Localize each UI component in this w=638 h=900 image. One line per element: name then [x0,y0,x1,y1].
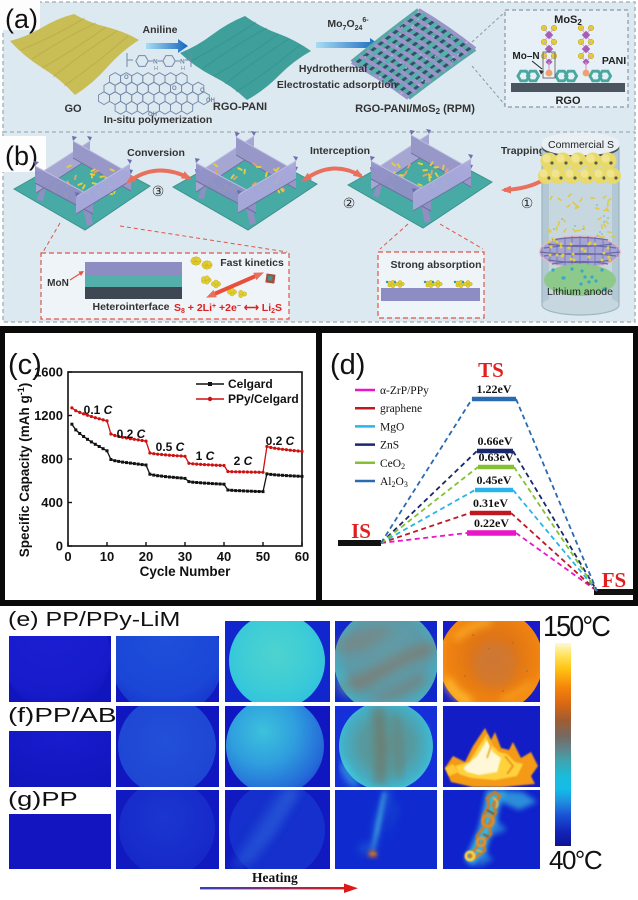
svg-text:③: ③ [152,183,165,199]
svg-text:H: H [181,66,185,72]
svg-text:RGO-PANI: RGO-PANI [213,101,267,113]
svg-text:MgO: MgO [380,421,404,433]
svg-text:1.22eV: 1.22eV [477,382,512,396]
svg-text:Commercial S: Commercial S [548,139,614,151]
svg-text:(a): (a) [5,4,38,34]
svg-text:OH: OH [206,98,215,104]
svg-text:(d): (d) [330,349,365,381]
svg-text:0: 0 [64,549,71,564]
svg-text:Interception: Interception [310,145,370,157]
svg-text:Cycle Number: Cycle Number [140,564,232,579]
svg-text:Hydrothermal: Hydrothermal [299,63,367,75]
svg-text:MoS2: MoS2 [554,14,582,27]
svg-text:PPy/Celgard: PPy/Celgard [228,392,299,406]
svg-text:2 C: 2 C [234,454,253,468]
svg-text:0.5 C: 0.5 C [156,440,185,454]
svg-text:graphene: graphene [380,403,422,415]
svg-text:0.63eV: 0.63eV [479,450,514,464]
svg-text:40: 40 [217,549,231,564]
svg-text:0.22eV: 0.22eV [474,516,509,530]
svg-text:0.2 C: 0.2 C [266,434,295,448]
svg-text:Al2O3: Al2O3 [380,476,408,489]
svg-text:Strong absorption: Strong absorption [391,259,482,271]
svg-text:60: 60 [295,549,309,564]
svg-text:S8 + 2Li+ +2e− ⟷ Li2S: S8 + 2Li+ +2e− ⟷ Li2S [174,302,282,315]
svg-text:(c): (c) [8,349,42,381]
svg-text:Celgard: Celgard [228,377,273,391]
svg-text:10: 10 [100,549,114,564]
svg-text:RGO: RGO [555,95,581,107]
svg-text:Lithium anode: Lithium anode [547,286,613,298]
svg-text:N: N [153,59,158,66]
svg-text:H: H [154,66,158,72]
svg-text:MoN: MoN [47,278,69,289]
svg-text:1200: 1200 [34,408,63,423]
svg-text:OH: OH [148,112,157,118]
svg-text:Specific Capacity (mAh g-1): Specific Capacity (mAh g-1) [16,383,32,558]
svg-text:α-ZrP/PPy: α-ZrP/PPy [380,385,429,397]
svg-text:0.45eV: 0.45eV [477,473,512,487]
svg-text:1600: 1600 [34,365,63,380]
svg-text:Conversion: Conversion [127,147,185,159]
svg-text:20: 20 [139,549,153,564]
svg-text:400: 400 [41,495,63,510]
svg-text:Fast kinetics: Fast kinetics [220,257,284,269]
svg-text:CeO2: CeO2 [380,458,405,471]
svg-text:IS: IS [351,519,371,543]
svg-text:Mo–N: Mo–N [512,51,539,62]
svg-text:0.1 C: 0.1 C [84,403,113,417]
svg-text:0.66eV: 0.66eV [478,434,513,448]
svg-text:(b): (b) [5,141,38,171]
svg-text:FS: FS [602,568,627,592]
svg-text:O: O [172,86,177,92]
svg-text:GO: GO [64,103,82,115]
svg-text:②: ② [343,195,356,211]
svg-text:Aniline: Aniline [142,24,177,36]
svg-text:Trapping: Trapping [501,145,545,157]
svg-text:①: ① [521,195,534,211]
svg-text:50: 50 [256,549,270,564]
svg-text:Electrostatic adsorption: Electrostatic adsorption [277,79,397,91]
svg-text:1 C: 1 C [196,449,215,463]
svg-text:N: N [180,59,185,66]
svg-text:RGO-PANI/MoS2 (RPM): RGO-PANI/MoS2 (RPM) [355,103,475,116]
svg-text:O: O [124,75,129,81]
svg-text:O: O [200,88,205,94]
svg-text:0.31eV: 0.31eV [473,496,508,510]
svg-text:0: 0 [56,539,63,554]
svg-text:In-situ polymerization: In-situ polymerization [104,114,213,126]
svg-text:800: 800 [41,452,63,467]
svg-text:TS: TS [478,358,504,382]
svg-text:PANI: PANI [602,55,626,67]
svg-text:Heterointerface: Heterointerface [92,301,169,313]
svg-text:30: 30 [178,549,192,564]
svg-text:ZnS: ZnS [380,440,399,452]
svg-text:0.2 C: 0.2 C [117,427,146,441]
